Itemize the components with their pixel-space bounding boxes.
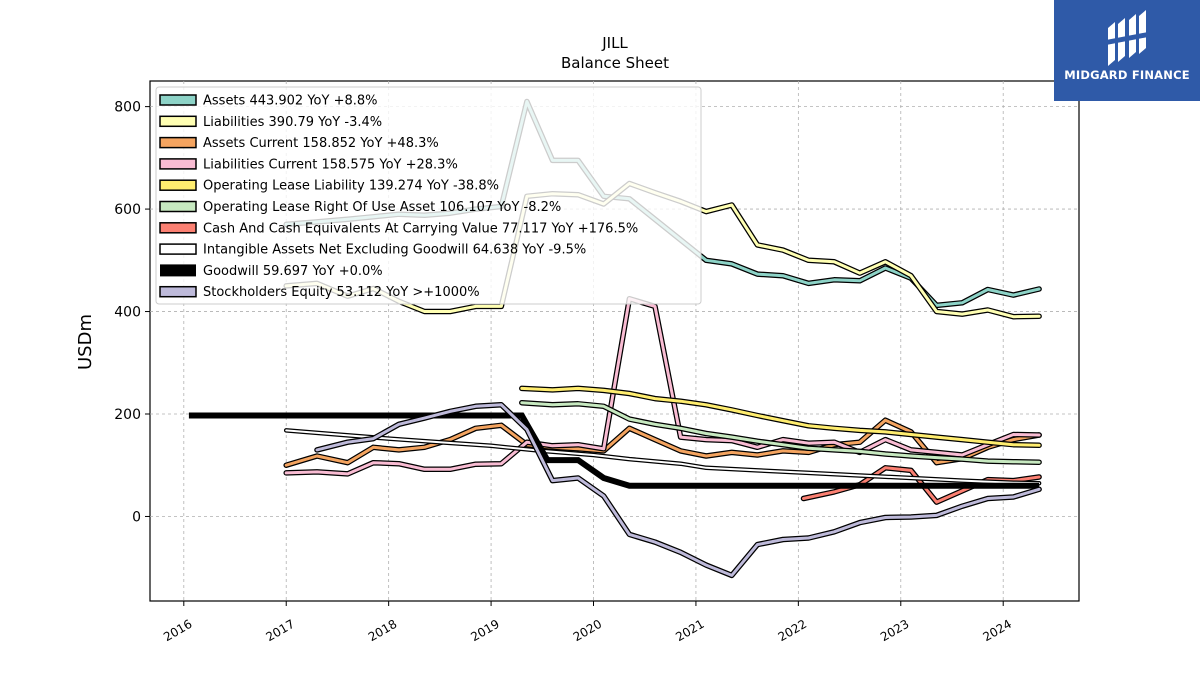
legend-swatch	[160, 264, 196, 277]
x-tick-label: 2024	[980, 617, 1013, 644]
chart-title: JILL	[601, 34, 628, 52]
y-tick-label: 400	[114, 305, 141, 321]
brand-logo-icon	[1106, 10, 1148, 66]
y-axis-label: USDm	[75, 314, 96, 370]
x-tick-label: 2016	[161, 617, 194, 644]
y-tick-label: 800	[114, 100, 141, 116]
legend-label: Stockholders Equity 53.112 YoY >+1000%	[203, 285, 480, 300]
y-tick-label: 600	[114, 202, 141, 218]
legend-swatch	[159, 179, 197, 191]
legend-label: Assets 443.902 YoY +8.8%	[203, 94, 378, 109]
series-line	[285, 429, 1041, 485]
y-tick-label: 0	[132, 509, 141, 525]
brand-logo: MIDGARD FINANCE	[1054, 0, 1200, 101]
legend-swatch	[159, 136, 197, 149]
y-tick-label: 200	[114, 407, 141, 423]
x-tick-label: 2019	[468, 617, 501, 644]
series-line	[188, 412, 1040, 489]
x-tick-label: 2018	[366, 617, 399, 644]
legend-swatch	[159, 222, 197, 234]
legend: Assets 443.902 YoY +8.8% Liabilities 390.…	[155, 86, 702, 305]
legend-swatch	[159, 200, 197, 213]
series-line	[520, 401, 1041, 464]
series-line	[284, 297, 1041, 476]
series-line	[315, 403, 1041, 577]
chart-subtitle: Balance Sheet	[561, 54, 669, 72]
legend-swatch	[159, 243, 197, 255]
x-tick-label: 2021	[673, 617, 706, 644]
legend-label: Operating Lease Right Of Use Asset 106.1…	[203, 200, 561, 215]
legend-label: Liabilities 390.79 YoY -3.4%	[203, 115, 382, 130]
legend-box	[155, 86, 702, 305]
series-line	[520, 386, 1041, 447]
legend-swatch	[159, 94, 197, 106]
x-tick-label: 2022	[776, 617, 809, 644]
legend-label: Operating Lease Liability 139.274 YoY -3…	[203, 179, 499, 194]
plot-area	[149, 80, 1080, 602]
legend-label: Cash And Cash Equivalents At Carrying Va…	[203, 221, 638, 236]
series-outline	[519, 385, 1042, 449]
legend-label: Goodwill 59.697 YoY +0.0%	[203, 264, 383, 279]
legend-label: Intangible Assets Net Excluding Goodwill…	[203, 243, 586, 258]
legend-swatch	[159, 115, 197, 128]
legend-label: Liabilities Current 158.575 YoY +28.3%	[203, 157, 458, 172]
legend-swatch	[159, 158, 197, 170]
x-tick-label: 2023	[878, 617, 911, 644]
legend-swatch	[159, 285, 197, 298]
legend-label: Assets Current 158.852 YoY +48.3%	[203, 136, 439, 151]
x-tick-label: 2020	[571, 617, 604, 644]
brand-name: MIDGARD FINANCE	[1064, 68, 1190, 82]
x-tick-label: 2017	[263, 617, 296, 644]
